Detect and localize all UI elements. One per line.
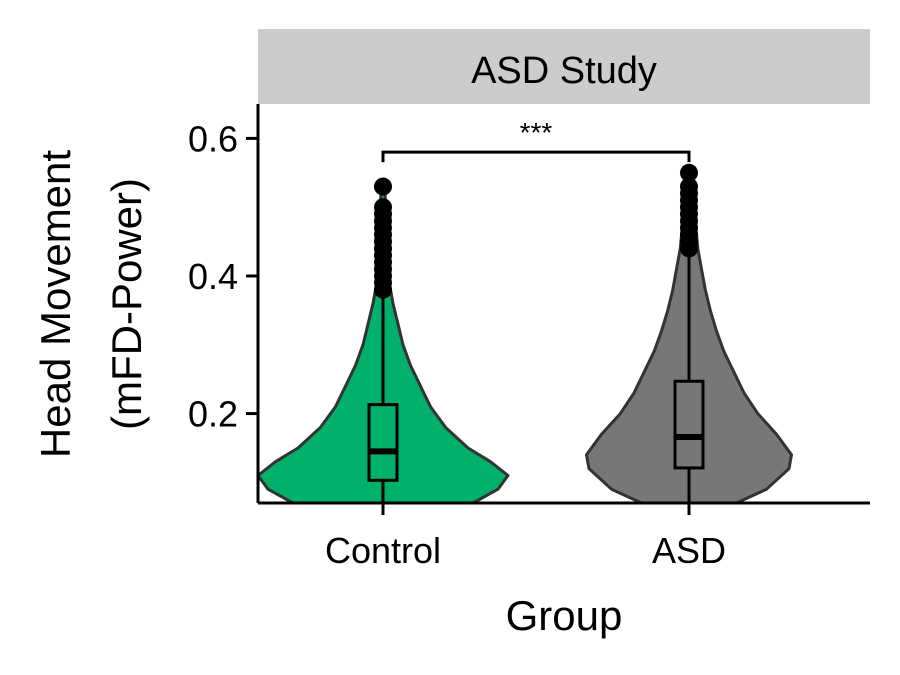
facet-strip (258, 29, 870, 104)
x-tick-label-control: Control (325, 530, 441, 571)
y-tick-label: 0.2 (188, 394, 238, 435)
x-tick-label-asd: ASD (652, 530, 726, 571)
plot-area: *** (256, 117, 793, 505)
box-asd (673, 379, 705, 470)
x-axis-title: Group (506, 592, 623, 639)
outlier-point-asd (680, 163, 698, 182)
y-axis-title-line-2: (mFD-Power) (103, 178, 150, 430)
y-axis-ticks: 0.2 0.4 0.6 (188, 118, 258, 435)
box-control (367, 403, 399, 482)
y-tick-label: 0.4 (188, 256, 238, 297)
significance-label: *** (520, 117, 553, 148)
outlier-point-asd (680, 177, 698, 196)
y-axis-title-line-1: Head Movement (32, 150, 79, 458)
outlier-point-control (374, 177, 392, 196)
significance-bracket (381, 150, 691, 163)
facet-label: ASD Study (471, 50, 657, 92)
y-tick-label: 0.6 (188, 118, 238, 159)
outlier-point-control (374, 198, 392, 217)
x-axis-ticks: Control ASD (325, 503, 726, 571)
